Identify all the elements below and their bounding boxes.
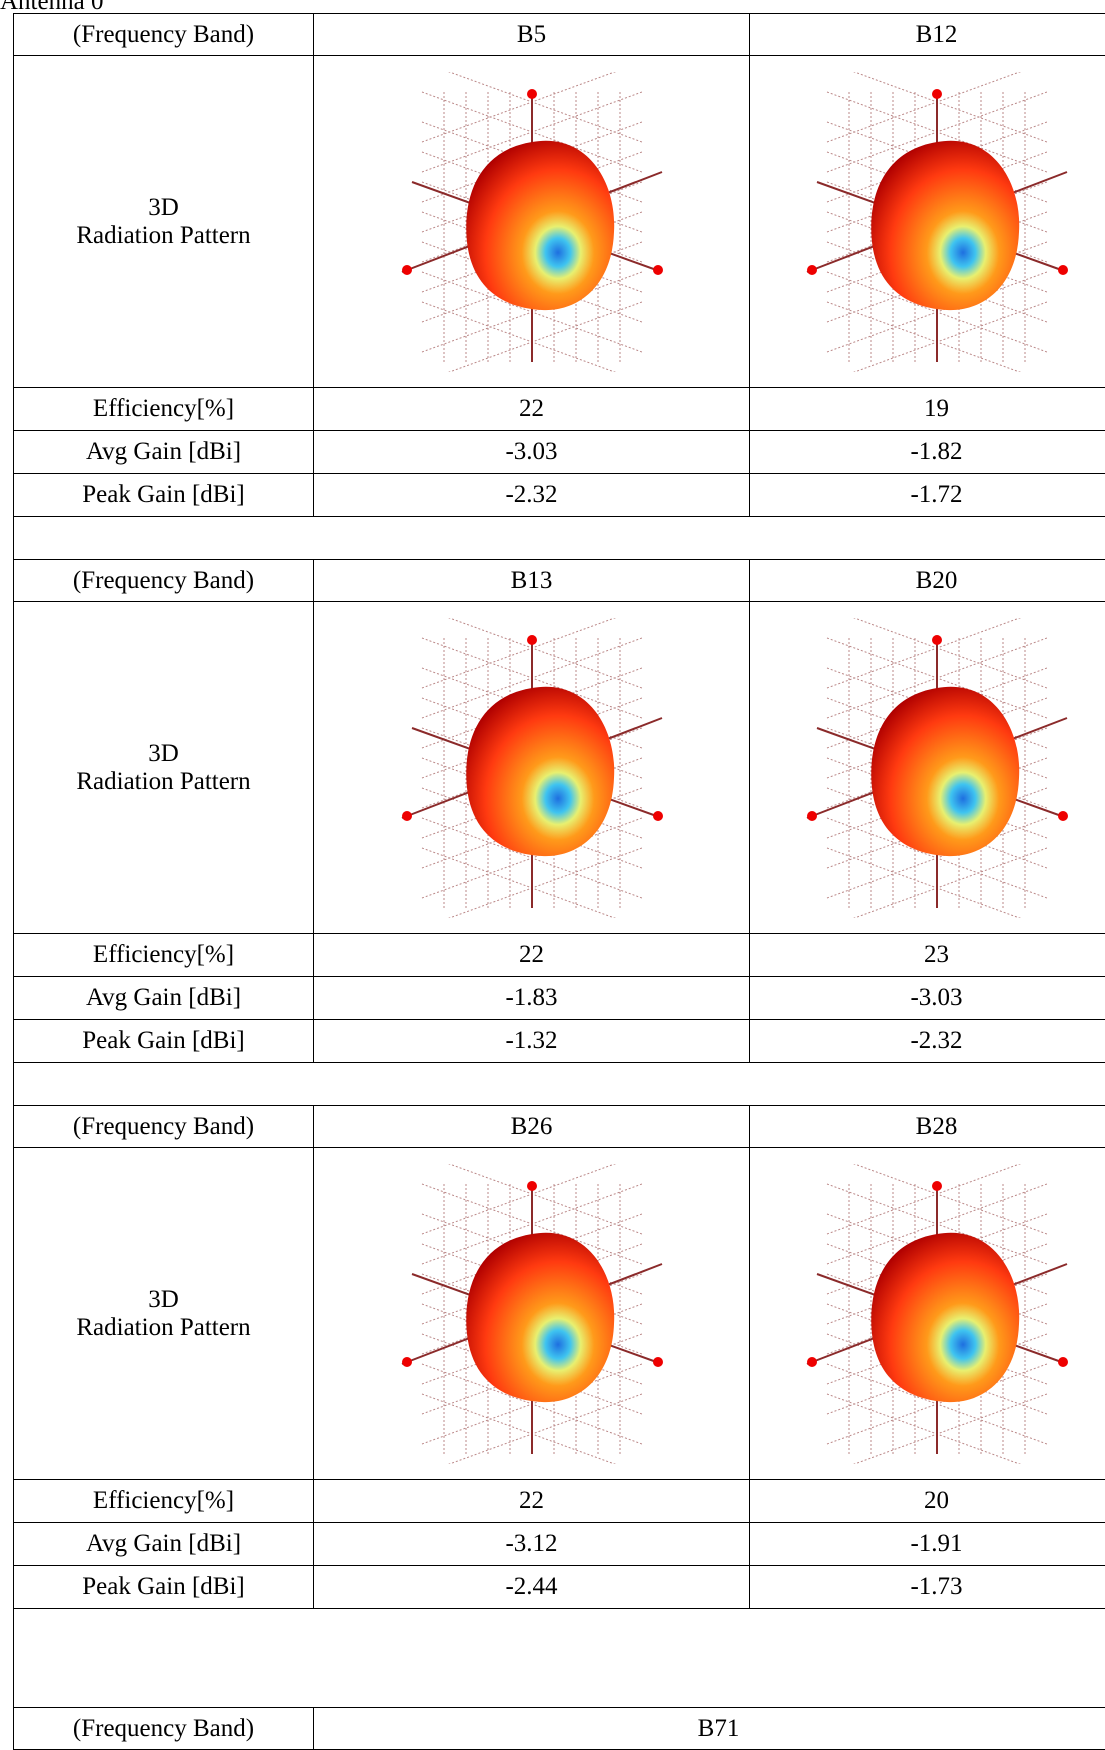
row-label: Efficiency[%] bbox=[14, 388, 314, 431]
row-label: Peak Gain [dBi] bbox=[14, 1566, 314, 1609]
value: -1.73 bbox=[750, 1566, 1105, 1609]
spacer bbox=[14, 1609, 1105, 1708]
row-label: (Frequency Band) bbox=[14, 14, 314, 56]
spacer-row bbox=[14, 1609, 1105, 1708]
peak-gain-row: Peak Gain [dBi]-2.32-1.72 bbox=[14, 474, 1105, 517]
row-label: Peak Gain [dBi] bbox=[14, 474, 314, 517]
row-label: Efficiency[%] bbox=[14, 1480, 314, 1523]
radiation-pattern bbox=[787, 618, 1087, 918]
value: -2.44 bbox=[314, 1566, 750, 1609]
value: -1.72 bbox=[750, 474, 1105, 517]
row-label: Avg Gain [dBi] bbox=[14, 431, 314, 474]
avg-gain-row: Avg Gain [dBi]-3.03-1.82 bbox=[14, 431, 1105, 474]
radiation-pattern bbox=[787, 1164, 1087, 1464]
pattern-row: 3D Radiation Pattern bbox=[14, 1148, 1105, 1480]
pattern-cell bbox=[750, 602, 1105, 934]
spacer-row bbox=[14, 517, 1105, 560]
spacer bbox=[14, 517, 1105, 560]
row-label: 3D Radiation Pattern bbox=[14, 1148, 314, 1480]
value: -1.83 bbox=[314, 977, 750, 1020]
avg-gain-row: Avg Gain [dBi]-3.12-1.91 bbox=[14, 1523, 1105, 1566]
pattern-cell bbox=[314, 602, 750, 934]
value: -3.03 bbox=[314, 431, 750, 474]
band-name: B13 bbox=[314, 560, 750, 602]
row-label: (Frequency Band) bbox=[14, 1708, 314, 1750]
spacer-row bbox=[14, 1063, 1105, 1106]
value: -3.12 bbox=[314, 1523, 750, 1566]
band-name: B28 bbox=[750, 1106, 1105, 1148]
pattern-row: 3D Radiation Pattern bbox=[14, 56, 1105, 388]
value: 22 bbox=[314, 388, 750, 431]
band-row: (Frequency Band)B71 bbox=[14, 1708, 1105, 1750]
peak-gain-row: Peak Gain [dBi]-1.32-2.32 bbox=[14, 1020, 1105, 1063]
pattern-cell bbox=[750, 1148, 1105, 1480]
band-name: B71 bbox=[314, 1708, 1105, 1750]
row-label: (Frequency Band) bbox=[14, 560, 314, 602]
value: -2.32 bbox=[314, 474, 750, 517]
band-name: B5 bbox=[314, 14, 750, 56]
radiation-pattern bbox=[382, 1164, 682, 1464]
value: 22 bbox=[314, 1480, 750, 1523]
value: -1.82 bbox=[750, 431, 1105, 474]
pattern-row: 3D Radiation Pattern bbox=[14, 602, 1105, 934]
row-label: Efficiency[%] bbox=[14, 934, 314, 977]
radiation-pattern bbox=[382, 72, 682, 372]
value: 23 bbox=[750, 934, 1105, 977]
value: -2.32 bbox=[750, 1020, 1105, 1063]
row-label: (Frequency Band) bbox=[14, 1106, 314, 1148]
row-label: 3D Radiation Pattern bbox=[14, 602, 314, 934]
value: -1.32 bbox=[314, 1020, 750, 1063]
radiation-pattern bbox=[787, 72, 1087, 372]
row-label: 3D Radiation Pattern bbox=[14, 56, 314, 388]
value: 22 bbox=[314, 934, 750, 977]
pattern-cell bbox=[750, 56, 1105, 388]
row-label: Avg Gain [dBi] bbox=[14, 977, 314, 1020]
value: -1.91 bbox=[750, 1523, 1105, 1566]
pattern-cell bbox=[314, 1148, 750, 1480]
avg-gain-row: Avg Gain [dBi]-1.83-3.03 bbox=[14, 977, 1105, 1020]
band-name: B20 bbox=[750, 560, 1105, 602]
value: 19 bbox=[750, 388, 1105, 431]
spacer bbox=[14, 1063, 1105, 1106]
pattern-cell bbox=[314, 56, 750, 388]
band-name: B26 bbox=[314, 1106, 750, 1148]
row-label: Peak Gain [dBi] bbox=[14, 1020, 314, 1063]
value: -3.03 bbox=[750, 977, 1105, 1020]
band-name: B12 bbox=[750, 14, 1105, 56]
row-label: Avg Gain [dBi] bbox=[14, 1523, 314, 1566]
radiation-pattern bbox=[382, 618, 682, 918]
peak-gain-row: Peak Gain [dBi]-2.44-1.73 bbox=[14, 1566, 1105, 1609]
value: 20 bbox=[750, 1480, 1105, 1523]
